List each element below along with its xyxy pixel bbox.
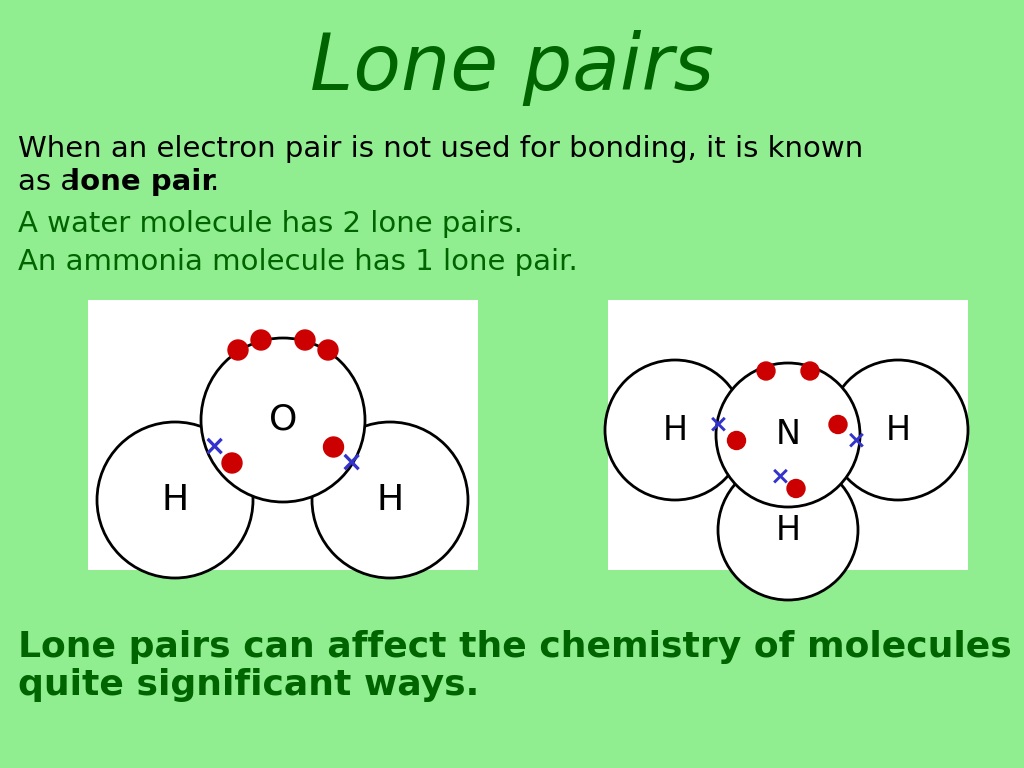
Ellipse shape: [295, 330, 315, 350]
Ellipse shape: [97, 422, 253, 578]
Ellipse shape: [222, 453, 242, 473]
Text: quite significant ways.: quite significant ways.: [18, 668, 479, 702]
Ellipse shape: [251, 330, 271, 350]
Ellipse shape: [718, 460, 858, 600]
Text: ×: ×: [708, 412, 729, 436]
Ellipse shape: [716, 363, 860, 507]
Text: lone pair: lone pair: [70, 168, 216, 196]
Text: H: H: [162, 483, 188, 517]
Ellipse shape: [312, 422, 468, 578]
Text: H: H: [377, 483, 403, 517]
Text: O: O: [269, 403, 297, 437]
Ellipse shape: [324, 437, 343, 457]
Ellipse shape: [201, 338, 365, 502]
Ellipse shape: [757, 362, 775, 380]
Text: ×: ×: [846, 429, 866, 452]
Bar: [608, 300, 968, 570]
Ellipse shape: [727, 432, 745, 449]
Ellipse shape: [605, 360, 745, 500]
Text: H: H: [886, 413, 910, 446]
Text: .: .: [210, 168, 219, 196]
Text: A water molecule has 2 lone pairs.: A water molecule has 2 lone pairs.: [18, 210, 523, 238]
Text: as a: as a: [18, 168, 87, 196]
Ellipse shape: [228, 340, 248, 360]
Text: Lone pairs can affect the chemistry of molecules in: Lone pairs can affect the chemistry of m…: [18, 630, 1024, 664]
Text: When an electron pair is not used for bonding, it is known: When an electron pair is not used for bo…: [18, 135, 863, 163]
Text: ×: ×: [203, 433, 225, 461]
Ellipse shape: [318, 340, 338, 360]
Text: ×: ×: [340, 449, 364, 477]
Text: N: N: [775, 419, 801, 452]
Text: H: H: [663, 413, 687, 446]
Ellipse shape: [829, 415, 847, 433]
Text: H: H: [775, 514, 801, 547]
Text: ×: ×: [769, 465, 791, 488]
Ellipse shape: [801, 362, 819, 380]
Text: An ammonia molecule has 1 lone pair.: An ammonia molecule has 1 lone pair.: [18, 248, 578, 276]
Ellipse shape: [787, 479, 805, 498]
Text: Lone pairs: Lone pairs: [310, 30, 714, 106]
Ellipse shape: [828, 360, 968, 500]
Bar: [88, 300, 478, 570]
